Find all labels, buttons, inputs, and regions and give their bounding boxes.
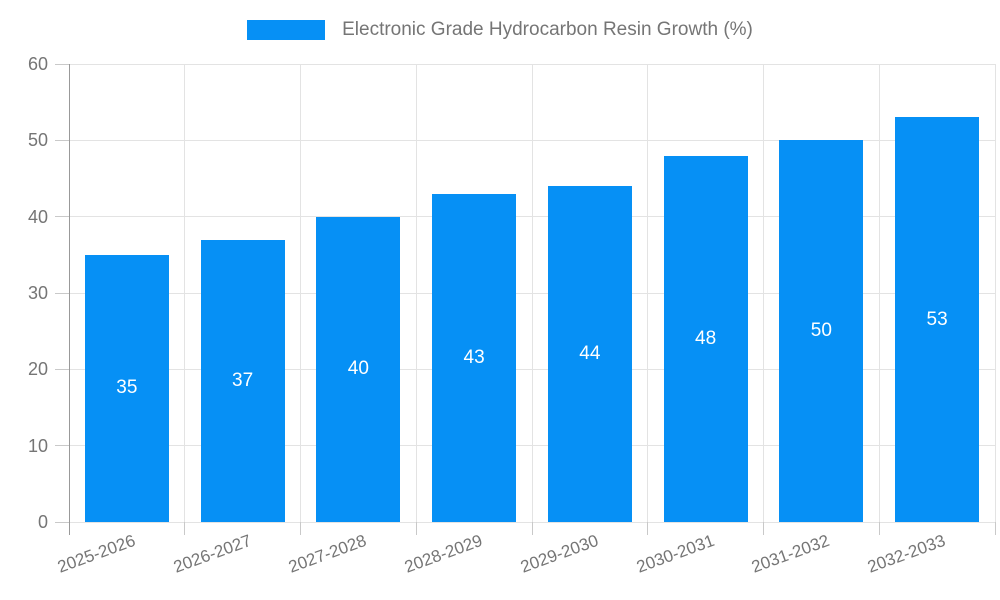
y-axis-tick [55,139,69,141]
bar-value-label: 48 [695,327,717,349]
y-axis-label: 0 [37,512,48,532]
x-gridline [763,64,764,522]
y-axis-tick [55,216,69,218]
y-axis-tick [55,445,69,447]
legend-label: Electronic Grade Hydrocarbon Resin Growt… [342,19,753,40]
x-axis-tick [994,522,996,535]
bar[interactable] [547,186,632,522]
bar[interactable] [432,193,517,522]
bar-value-label: 44 [579,343,601,365]
bar-value-label: 35 [116,377,138,399]
bar-value-label: 53 [926,308,948,330]
bar[interactable] [316,216,401,522]
y-axis-tick [55,292,69,294]
bar[interactable] [200,239,285,522]
x-gridline [531,64,533,522]
y-axis-label: 10 [27,435,48,456]
bar-value-label: 37 [232,369,254,391]
bar-value-label: 43 [463,346,485,368]
y-axis-label: 50 [27,130,48,151]
x-gridline [415,64,417,522]
y-axis-line [68,64,70,535]
x-axis-tick [878,522,880,535]
bar[interactable] [895,117,980,522]
x-axis-tick [647,522,649,535]
bar-value-label: 50 [810,320,832,342]
bar[interactable] [663,155,748,522]
y-axis-tick [55,521,69,523]
x-gridline [647,64,649,522]
legend-color-swatch [247,20,326,40]
x-axis-tick [415,522,417,535]
x-axis-tick [763,522,764,535]
legend[interactable]: Electronic Grade Hydrocarbon Resin Growt… [0,18,1000,42]
x-gridline [994,64,996,522]
x-gridline [184,64,186,522]
x-axis-tick [300,522,301,535]
y-axis-label: 40 [27,206,48,227]
y-axis-label: 30 [27,283,48,303]
y-axis-label: 20 [27,359,48,380]
x-gridline [300,64,301,522]
x-axis-tick [184,522,186,535]
bar-value-label: 40 [347,358,369,380]
y-axis-tick [55,368,69,370]
y-axis-tick [55,63,69,65]
y-axis-label: 60 [27,54,48,74]
bar[interactable] [84,254,169,522]
x-gridline [878,64,880,522]
x-axis-tick [531,522,533,535]
bar[interactable] [779,140,864,522]
